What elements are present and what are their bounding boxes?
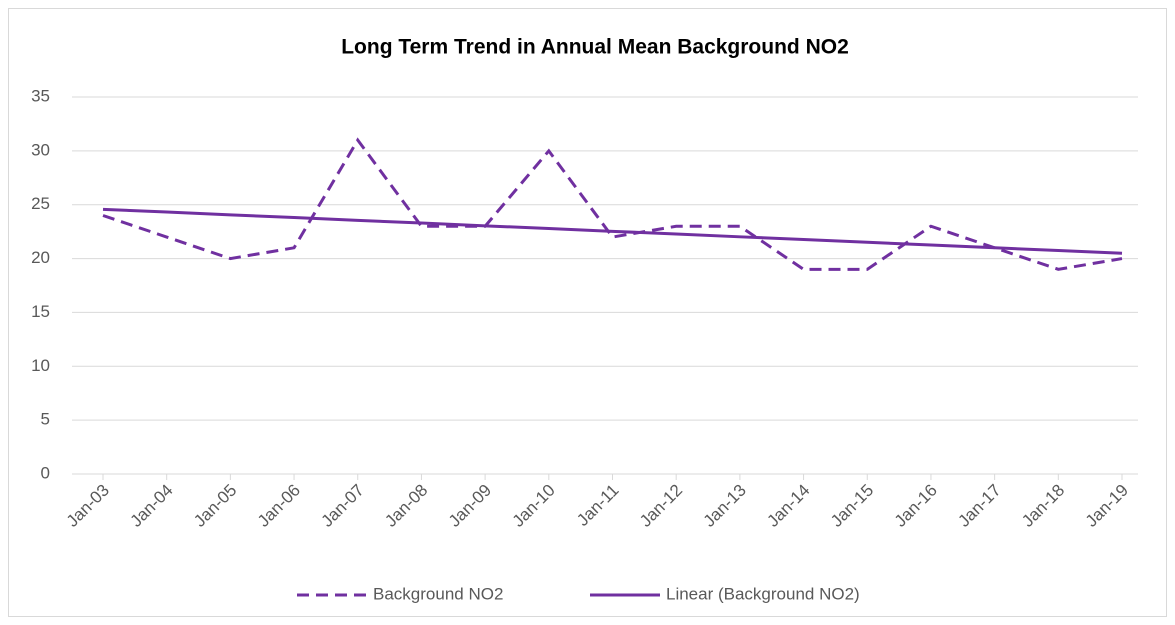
y-tick-label: 10 bbox=[31, 356, 50, 375]
y-tick-label: 5 bbox=[41, 410, 50, 429]
y-tick-label: 20 bbox=[31, 248, 50, 267]
y-tick-label: 0 bbox=[41, 463, 50, 482]
y-tick-label: 25 bbox=[31, 194, 50, 213]
chart-title: Long Term Trend in Annual Mean Backgroun… bbox=[341, 36, 849, 59]
legend-label: Background NO2 bbox=[373, 584, 503, 603]
legend-label: Linear (Background NO2) bbox=[666, 584, 860, 603]
data-line bbox=[102, 137, 1123, 271]
y-tick-label: 30 bbox=[31, 140, 50, 159]
y-tick-label: 15 bbox=[31, 302, 50, 321]
trend-line bbox=[102, 207, 1123, 255]
y-tick-label: 35 bbox=[31, 86, 50, 105]
